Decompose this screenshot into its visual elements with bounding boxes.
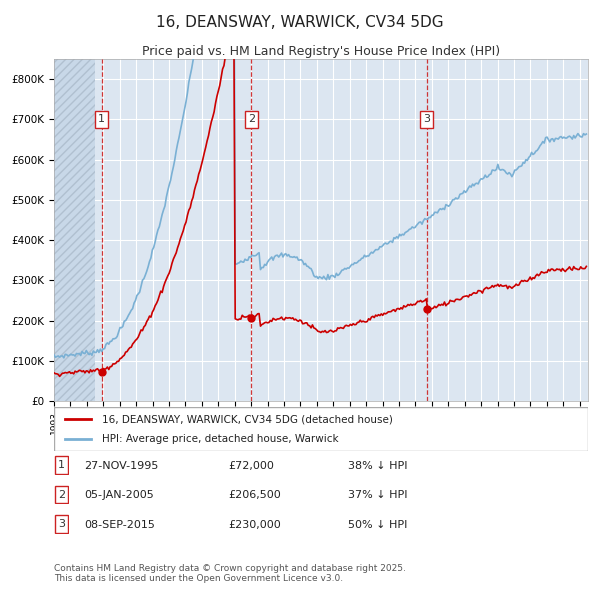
Bar	[54, 59, 95, 401]
Text: £230,000: £230,000	[228, 520, 281, 529]
Text: Contains HM Land Registry data © Crown copyright and database right 2025.
This d: Contains HM Land Registry data © Crown c…	[54, 563, 406, 583]
Text: 27-NOV-1995: 27-NOV-1995	[84, 461, 158, 470]
Text: 08-SEP-2015: 08-SEP-2015	[84, 520, 155, 529]
Text: 2: 2	[248, 114, 255, 124]
Text: 3: 3	[423, 114, 430, 124]
Text: 2: 2	[58, 490, 65, 500]
Text: 05-JAN-2005: 05-JAN-2005	[84, 490, 154, 500]
Text: 37% ↓ HPI: 37% ↓ HPI	[348, 490, 407, 500]
Text: 50% ↓ HPI: 50% ↓ HPI	[348, 520, 407, 529]
Text: 3: 3	[58, 519, 65, 529]
FancyBboxPatch shape	[54, 407, 588, 451]
Text: 16, DEANSWAY, WARWICK, CV34 5DG (detached house): 16, DEANSWAY, WARWICK, CV34 5DG (detache…	[102, 415, 393, 424]
Text: 1: 1	[98, 114, 105, 124]
Text: 16, DEANSWAY, WARWICK, CV34 5DG: 16, DEANSWAY, WARWICK, CV34 5DG	[156, 15, 444, 30]
Text: 38% ↓ HPI: 38% ↓ HPI	[348, 461, 407, 470]
FancyBboxPatch shape	[55, 516, 68, 533]
Text: £206,500: £206,500	[228, 490, 281, 500]
Text: HPI: Average price, detached house, Warwick: HPI: Average price, detached house, Warw…	[102, 434, 338, 444]
FancyBboxPatch shape	[55, 486, 68, 503]
FancyBboxPatch shape	[55, 457, 68, 474]
Text: 1: 1	[58, 460, 65, 470]
Title: Price paid vs. HM Land Registry's House Price Index (HPI): Price paid vs. HM Land Registry's House …	[142, 45, 500, 58]
Text: £72,000: £72,000	[228, 461, 274, 470]
